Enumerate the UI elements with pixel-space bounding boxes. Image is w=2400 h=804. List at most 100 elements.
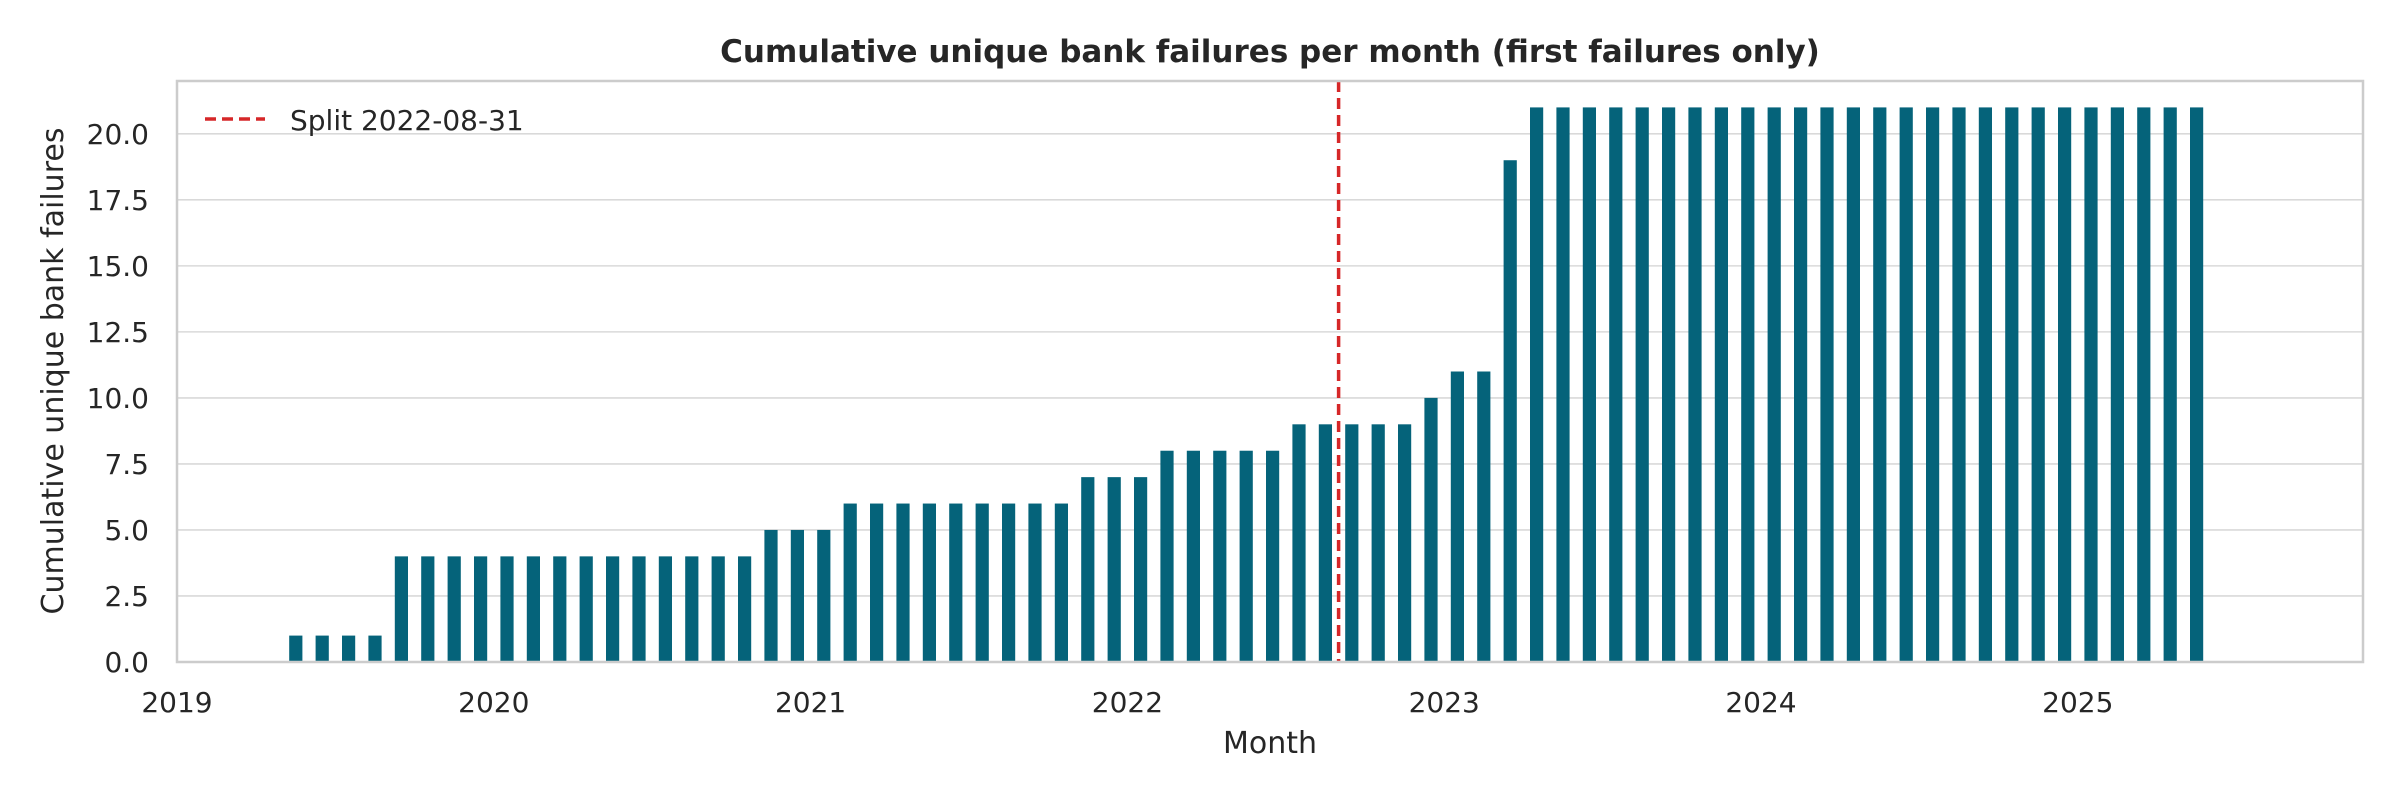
bar-2023-05 bbox=[1556, 107, 1570, 663]
x-tick-label: 2023 bbox=[1409, 686, 1480, 719]
bar-2020-09 bbox=[711, 556, 725, 662]
bar-2024-03 bbox=[1820, 107, 1834, 663]
bar-2021-05 bbox=[922, 503, 936, 662]
bar-2020-08 bbox=[685, 556, 699, 662]
bar-2020-04 bbox=[579, 556, 593, 662]
bar-2021-03 bbox=[870, 503, 884, 662]
legend: Split 2022-08-31 bbox=[205, 104, 524, 137]
bar-2023-03 bbox=[1503, 160, 1517, 662]
bar-2022-02 bbox=[1160, 450, 1174, 662]
bar-2020-02 bbox=[526, 556, 540, 662]
y-tick-label: 12.5 bbox=[87, 316, 149, 349]
legend-split-label: Split 2022-08-31 bbox=[290, 104, 524, 137]
bar-2021-11 bbox=[1081, 477, 1095, 662]
bar-2024-02 bbox=[1794, 107, 1808, 663]
bar-2021-07 bbox=[975, 503, 989, 662]
bar-2023-08 bbox=[1635, 107, 1649, 663]
x-tick-label: 2025 bbox=[2042, 686, 2113, 719]
bar-2020-06 bbox=[632, 556, 646, 662]
bar-2020-05 bbox=[606, 556, 620, 662]
y-tick-label: 7.5 bbox=[104, 448, 149, 481]
bar-2023-06 bbox=[1582, 107, 1596, 663]
bar-2024-05 bbox=[1873, 107, 1887, 663]
bar-2023-07 bbox=[1609, 107, 1623, 663]
bar-2025-02 bbox=[2110, 107, 2124, 663]
bar-2023-11 bbox=[1714, 107, 1728, 663]
bar-2023-04 bbox=[1530, 107, 1544, 663]
bar-2020-11 bbox=[764, 529, 778, 662]
bar-2021-10 bbox=[1054, 503, 1068, 662]
bar-2024-09 bbox=[1978, 107, 1992, 663]
bar-2021-01 bbox=[817, 529, 831, 662]
bar-2024-11 bbox=[2031, 107, 2045, 663]
bar-2019-06 bbox=[315, 635, 329, 662]
bar-2022-04 bbox=[1213, 450, 1227, 662]
y-tick-label: 17.5 bbox=[87, 184, 149, 217]
x-tick-label: 2020 bbox=[458, 686, 529, 719]
x-axis-ticks: 2019 2020 2021 2022 2023 2024 2025 bbox=[141, 686, 2113, 719]
bar-2024-01 bbox=[1767, 107, 1781, 663]
bar-2023-01 bbox=[1450, 371, 1464, 662]
bar-2019-09 bbox=[394, 556, 408, 662]
bar-2024-04 bbox=[1846, 107, 1860, 663]
bar-2019-11 bbox=[447, 556, 461, 662]
bar-2023-10 bbox=[1688, 107, 1702, 663]
bar-2025-01 bbox=[2084, 107, 2098, 663]
bar-2021-09 bbox=[1028, 503, 1042, 662]
bar-2019-12 bbox=[474, 556, 488, 662]
bar-2022-08 bbox=[1318, 424, 1332, 662]
x-tick-label: 2022 bbox=[1092, 686, 1163, 719]
y-tick-label: 15.0 bbox=[87, 250, 149, 283]
bar-2021-04 bbox=[896, 503, 910, 662]
y-axis-label: Cumulative unique bank failures bbox=[36, 128, 71, 615]
bar-2019-07 bbox=[342, 635, 356, 662]
bar-2025-05 bbox=[2190, 107, 2204, 663]
x-axis-label: Month bbox=[1223, 726, 1317, 761]
bar-2019-08 bbox=[368, 635, 382, 662]
y-tick-label: 20.0 bbox=[87, 118, 149, 151]
bar-2022-03 bbox=[1186, 450, 1200, 662]
bar-2023-02 bbox=[1477, 371, 1491, 662]
bar-2025-04 bbox=[2163, 107, 2177, 663]
x-tick-label: 2024 bbox=[1725, 686, 1796, 719]
bars bbox=[289, 107, 2204, 663]
y-tick-label: 2.5 bbox=[104, 580, 149, 613]
bar-2024-07 bbox=[1926, 107, 1940, 663]
bar-2021-02 bbox=[843, 503, 857, 662]
y-tick-label: 10.0 bbox=[87, 382, 149, 415]
bar-2022-12 bbox=[1424, 397, 1438, 662]
bar-2020-01 bbox=[500, 556, 514, 662]
x-tick-label: 2019 bbox=[141, 686, 212, 719]
bar-2024-12 bbox=[2058, 107, 2072, 663]
bar-2023-12 bbox=[1741, 107, 1755, 663]
bar-2024-10 bbox=[2005, 107, 2019, 663]
bar-2020-03 bbox=[553, 556, 567, 662]
bar-2022-11 bbox=[1398, 424, 1412, 662]
bar-2019-10 bbox=[421, 556, 435, 662]
bar-2021-12 bbox=[1107, 477, 1121, 662]
bar-2025-03 bbox=[2137, 107, 2151, 663]
bar-2023-09 bbox=[1662, 107, 1676, 663]
bar-2019-05 bbox=[289, 635, 303, 662]
y-tick-label: 5.0 bbox=[104, 514, 149, 547]
bar-2020-12 bbox=[790, 529, 804, 662]
bar-2020-10 bbox=[738, 556, 752, 662]
grid-lines bbox=[177, 133, 2363, 663]
bar-2024-08 bbox=[1952, 107, 1966, 663]
bar-2022-09 bbox=[1345, 424, 1359, 662]
bar-2024-06 bbox=[1899, 107, 1913, 663]
bar-2022-06 bbox=[1266, 450, 1280, 662]
bar-2022-05 bbox=[1239, 450, 1253, 662]
y-axis-ticks: 0.0 2.5 5.0 7.5 10.0 12.5 15.0 17.5 20.0 bbox=[87, 118, 149, 679]
y-tick-label: 0.0 bbox=[104, 646, 149, 679]
bar-2021-08 bbox=[1002, 503, 1016, 662]
bar-2021-06 bbox=[949, 503, 963, 662]
chart-title: Cumulative unique bank failures per mont… bbox=[720, 34, 1820, 70]
x-tick-label: 2021 bbox=[775, 686, 846, 719]
bar-2022-10 bbox=[1371, 424, 1385, 662]
bar-2020-07 bbox=[658, 556, 672, 662]
bar-2022-07 bbox=[1292, 424, 1306, 662]
bar-2022-01 bbox=[1134, 477, 1148, 662]
